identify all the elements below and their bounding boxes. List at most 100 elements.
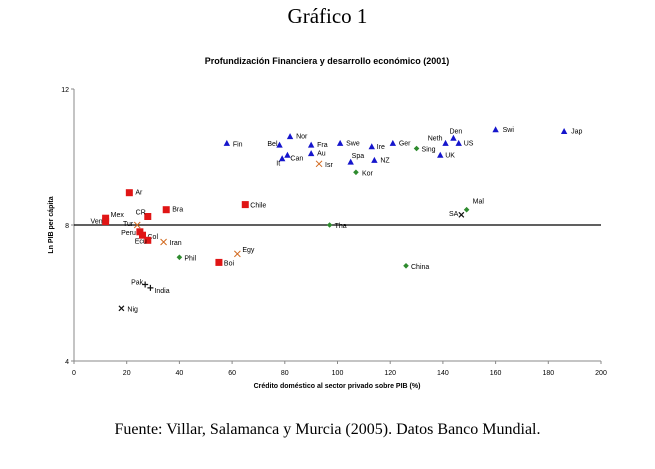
point-peru-label: Peru [121,230,136,237]
point-den [450,134,457,141]
point-fin-label: Fin [233,141,243,148]
point-swi-label: Swi [503,127,515,134]
point-ire [368,143,375,150]
chart-title: Profundización Financiera y desarrollo e… [205,56,450,66]
point-nig [118,305,125,312]
point-chile-label: Chile [250,203,266,210]
point-iran-label: Iran [170,240,182,247]
point-spa-label: Spa [352,153,365,160]
point-chile [241,201,249,209]
point-china-label: China [411,264,429,271]
point-uk-label: UK [445,152,455,159]
point-nz-label: NZ [380,157,390,164]
point-fra-label: Fra [317,142,328,149]
axes: 0 20 40 60 80 100 120 140 160 180 200 4 8 12 [61,87,607,377]
y-axis-label: Ln PIB per cápita [48,196,55,253]
point-tur-label: Tur [123,221,134,228]
point-pak-label: Pak [131,280,144,287]
y-tick-label: 12 [61,87,69,94]
point-uk [437,151,444,158]
point-nig-label: Nig [127,306,138,313]
point-bra [162,206,170,214]
source-note: Fuente: Villar, Salamanca y Murcia (2005… [114,421,541,438]
x-tick-label: 60 [228,370,236,377]
point-boi [215,258,223,266]
data-points: Jap Swi Den Neth US UK Ger Ire Swe Spa NZ Nor Bel Fra… [91,126,583,313]
point-sing [413,145,420,152]
point-ar [125,189,133,197]
x-tick-label: 40 [176,370,184,377]
point-can [284,151,291,158]
point-ger [389,139,397,146]
point-ven [102,218,110,226]
point-bra-label: Bra [172,207,183,214]
point-phil-label: Phil [184,255,196,262]
point-ger-label: Ger [399,140,411,147]
point-swe-label: Swe [346,140,360,147]
point-swi [492,126,499,133]
point-nz [371,156,378,163]
x-tick-label: 160 [490,370,502,377]
point-sing-label: Sing [422,147,436,154]
point-ecu [144,236,152,244]
point-boi-label: Boi [224,260,235,267]
point-kor-label: Kor [362,170,374,177]
point-bel-label: Bel [267,141,278,148]
point-sa [458,211,465,218]
x-tick-label: 200 [595,370,607,377]
point-neth [442,139,449,146]
point-ven-label: Ven [91,219,103,226]
point-egy-label: Egy [242,247,255,254]
point-den-label: Den [449,128,462,135]
point-mex-label: Mex [111,212,125,219]
point-col [139,231,147,239]
point-swe [336,139,344,146]
x-tick-label: 120 [384,370,396,377]
point-cr-label: CR [136,210,146,217]
point-fra [307,141,315,148]
point-col-label: Col [148,234,159,241]
point-us-label: US [464,140,474,147]
point-india-label: India [154,288,169,295]
point-mal [463,206,470,213]
point-fin [223,139,231,146]
point-ecu-label: Ecu [135,238,147,245]
point-can-label: Can [290,155,303,162]
point-it [278,155,286,162]
point-egy [234,250,241,258]
point-au [307,150,315,157]
x-tick-label: 180 [542,370,554,377]
point-iran [160,238,167,246]
x-axis-label: Crédito doméstico al sector privado sobr… [254,383,421,390]
y-tick-label: 8 [65,223,69,230]
point-china [403,263,409,269]
point-us [455,139,462,146]
point-pak [142,281,149,288]
point-tha-label: Tha [335,223,347,230]
point-bel [276,141,283,148]
x-tick-label: 20 [123,370,131,377]
point-au-label: Au [317,151,326,158]
x-tick-label: 140 [437,370,449,377]
x-tick-label: 100 [332,370,344,377]
point-jap [560,128,568,134]
point-phil [176,254,183,261]
point-cr [144,213,152,220]
x-tick-label: 0 [72,370,76,377]
figure-heading: Gráfico 1 [287,4,368,28]
point-spa [347,158,354,165]
point-tha [326,222,333,228]
point-mal-label: Mal [473,199,485,206]
point-tur [133,221,141,229]
point-india [147,284,154,291]
point-neth-label: Neth [428,135,443,142]
y-tick-label: 4 [65,359,69,366]
point-nor [286,133,294,140]
point-ire-label: Ire [377,144,385,151]
point-it-label: It [276,161,280,168]
x-tick-label: 80 [281,370,289,377]
point-jap-label: Jap [571,129,582,136]
point-sa-label: SA [449,211,459,218]
point-isr-label: Isr [325,162,333,169]
